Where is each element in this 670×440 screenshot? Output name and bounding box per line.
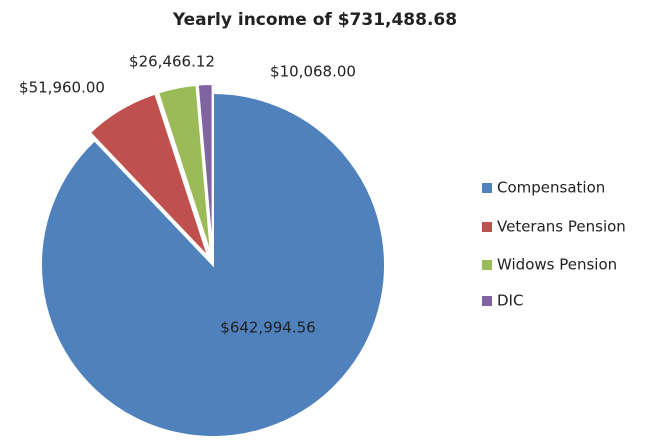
legend-label: Veterans Pension [497,218,626,236]
chart-title: Yearly income of $731,488.68 [172,10,457,30]
pie-slice [40,91,386,438]
legend-swatch [482,222,492,232]
legend-label: Compensation [497,179,605,197]
legend-swatch [482,260,492,270]
data-label: $642,994.56 [220,319,315,337]
pie-slice [88,92,210,258]
data-label: $26,466.12 [129,53,215,71]
data-label: $51,960.00 [19,79,105,97]
legend-swatch [482,183,492,193]
legend-swatch [482,296,492,306]
legend-label: DIC [497,292,523,310]
data-label: $10,068.00 [270,63,356,81]
pie-slice [156,83,213,257]
pie-slice [196,83,214,257]
legend-label: Widows Pension [497,256,617,274]
